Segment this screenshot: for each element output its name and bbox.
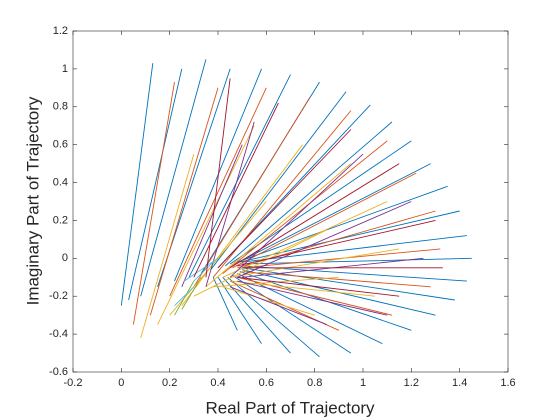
- x-tick-label: 0.2: [162, 377, 177, 389]
- trajectory-line: [174, 257, 219, 307]
- y-tick-label: 0.8: [53, 101, 68, 113]
- y-tick-label: 0.2: [53, 214, 68, 226]
- trajectory-line: [193, 78, 443, 297]
- x-tick-label: 1.2: [404, 377, 419, 389]
- x-tick-label: 1.4: [452, 377, 467, 389]
- x-tick-label: 0: [118, 377, 124, 389]
- plot-box: [72, 30, 509, 373]
- y-tick-label: 0.4: [53, 176, 68, 188]
- y-axis-label: Imaginary Part of Trajectory: [23, 96, 42, 305]
- y-tick-label: -0.6: [49, 366, 68, 378]
- y-tick-label: 1: [62, 63, 68, 75]
- x-tick-label: -0.2: [64, 377, 83, 389]
- y-tick-label: 1.2: [53, 25, 68, 37]
- y-tick-label: 0: [62, 252, 68, 264]
- y-tick-label: 0.6: [53, 139, 68, 151]
- x-tick-label: 0.8: [307, 377, 322, 389]
- trajectory-line: [174, 277, 202, 316]
- x-tick-label: 0.4: [210, 377, 225, 389]
- x-tick-label: 1: [360, 377, 366, 389]
- x-tick-label: 1.6: [500, 377, 515, 389]
- trajectory-line: [120, 59, 472, 358]
- trajectory-line: [132, 82, 441, 331]
- y-tick-label: -0.2: [49, 290, 68, 302]
- x-axis-label: Real Part of Trajectory: [205, 398, 375, 417]
- x-tick-label: 0.6: [259, 377, 274, 389]
- y-tick-label: -0.4: [49, 328, 68, 340]
